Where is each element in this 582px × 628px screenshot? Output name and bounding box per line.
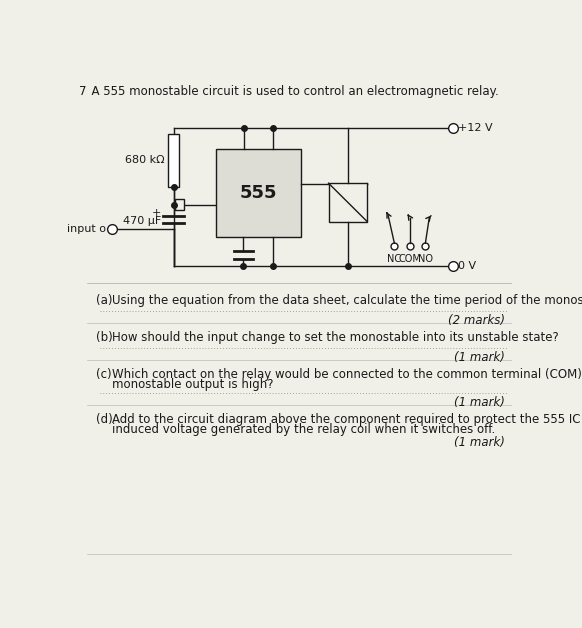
Text: (2 marks): (2 marks): [448, 314, 505, 327]
Text: monostable output is high?: monostable output is high?: [112, 378, 273, 391]
Text: 7: 7: [79, 85, 87, 97]
Bar: [328, 183, 367, 222]
Text: input o: input o: [67, 224, 106, 234]
Text: 0 V: 0 V: [458, 261, 476, 271]
Bar: [175, 199, 184, 210]
Text: (d): (d): [96, 413, 113, 426]
Text: How should the input change to set the monostable into its unstable state?: How should the input change to set the m…: [112, 331, 558, 344]
Bar: [168, 134, 179, 187]
Text: 470 μF: 470 μF: [123, 216, 161, 226]
Text: +12 V: +12 V: [458, 122, 492, 133]
Text: induced voltage generated by the relay coil when it switches off.: induced voltage generated by the relay c…: [112, 423, 495, 436]
Text: NO: NO: [418, 254, 433, 264]
Text: COM: COM: [399, 254, 421, 264]
Text: A 555 monostable circuit is used to control an electromagnetic relay.: A 555 monostable circuit is used to cont…: [84, 85, 498, 97]
Text: 680 kΩ: 680 kΩ: [125, 156, 165, 165]
Text: (1 mark): (1 mark): [455, 396, 505, 409]
Text: 555: 555: [240, 184, 278, 202]
Text: NC: NC: [387, 254, 402, 264]
Text: (c): (c): [96, 368, 112, 381]
Text: +: +: [152, 208, 161, 218]
Text: Which contact on the relay would be connected to the common terminal (COM) when : Which contact on the relay would be conn…: [112, 368, 582, 381]
Bar: [216, 148, 301, 237]
Text: Using the equation from the data sheet, calculate the time period of the monosta: Using the equation from the data sheet, …: [112, 294, 582, 307]
Text: (a): (a): [96, 294, 112, 307]
Text: Add to the circuit diagram above the component required to protect the 555 IC fr: Add to the circuit diagram above the com…: [112, 413, 582, 426]
Text: (1 mark): (1 mark): [455, 436, 505, 449]
Text: (b): (b): [96, 331, 113, 344]
Text: (1 mark): (1 mark): [455, 351, 505, 364]
